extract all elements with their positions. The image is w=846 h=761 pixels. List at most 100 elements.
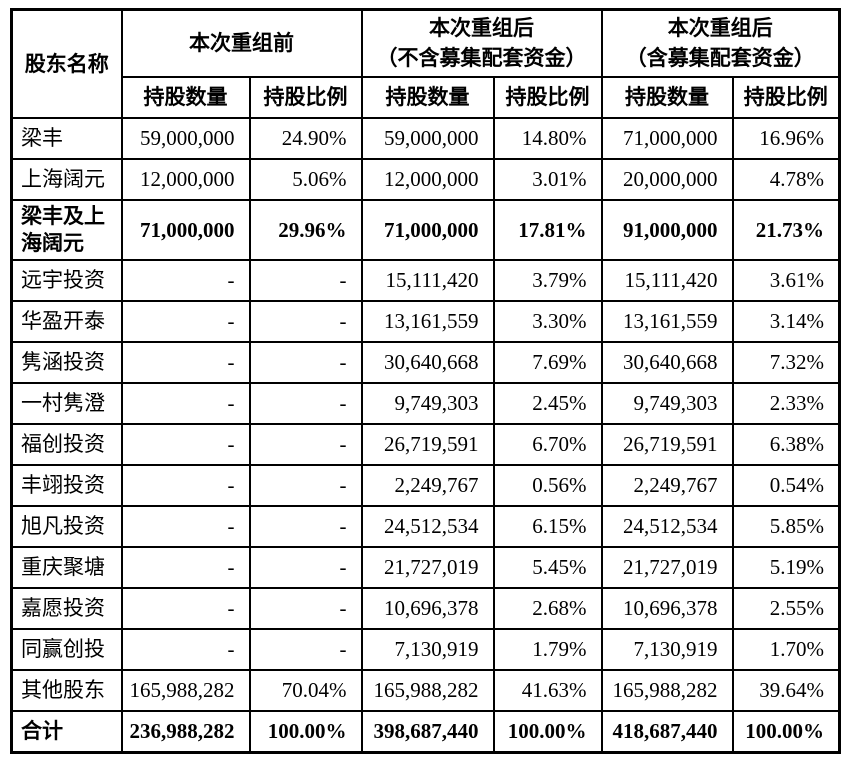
cell: 3.61% — [731, 259, 841, 303]
cell: 0.54% — [731, 464, 841, 508]
subheader-ratio-after-excl: 持股比例 — [492, 75, 603, 119]
cell: 418,687,440 — [600, 710, 734, 754]
cell: 9,749,303 — [600, 382, 734, 426]
shareholder-name-cell: 远宇投资 — [10, 259, 123, 303]
cell: - — [248, 382, 363, 426]
cell: 26,719,591 — [360, 423, 495, 467]
cell: - — [248, 259, 363, 303]
cell: 7.32% — [731, 341, 841, 385]
cell: 6.38% — [731, 423, 841, 467]
shareholder-name-cell: 华盈开泰 — [10, 300, 123, 344]
subheader-ratio-before: 持股比例 — [248, 75, 363, 119]
cell: 21,727,019 — [360, 546, 495, 590]
cell: 0.56% — [492, 464, 603, 508]
cell: 5.19% — [731, 546, 841, 590]
cell: - — [248, 628, 363, 672]
cell: 15,111,420 — [360, 259, 495, 303]
cell: 21.73% — [731, 198, 841, 262]
header-group-after-excl-line2: （不含募集配套资金） — [376, 46, 587, 71]
cell: - — [248, 300, 363, 344]
cell: 2,249,767 — [360, 464, 495, 508]
cell: 2.55% — [731, 587, 841, 631]
table-row: 上海阔元 12,000,000 5.06% 12,000,000 3.01% 2… — [10, 157, 841, 201]
shareholder-name-cell: 丰翊投资 — [10, 464, 123, 508]
cell: 3.79% — [492, 259, 603, 303]
cell: 6.15% — [492, 505, 603, 549]
cell: 5.06% — [248, 157, 363, 201]
subheader-quantity-after-incl: 持股数量 — [600, 75, 734, 119]
cell: - — [248, 464, 363, 508]
table-row-total: 合计 236,988,282 100.00% 398,687,440 100.0… — [10, 710, 841, 754]
table-row: 重庆聚塘 - - 21,727,019 5.45% 21,727,019 5.1… — [10, 546, 841, 590]
shareholder-name-cell: 福创投资 — [10, 423, 123, 467]
cell: 2.68% — [492, 587, 603, 631]
cell: 30,640,668 — [600, 341, 734, 385]
cell: 100.00% — [731, 710, 841, 754]
cell: 5.85% — [731, 505, 841, 549]
cell: 24,512,534 — [600, 505, 734, 549]
cell: - — [120, 464, 251, 508]
table-row: 隽涵投资 - - 30,640,668 7.69% 30,640,668 7.3… — [10, 341, 841, 385]
cell: 21,727,019 — [600, 546, 734, 590]
cell: 7,130,919 — [360, 628, 495, 672]
cell: 165,988,282 — [360, 669, 495, 713]
cell: - — [248, 587, 363, 631]
header-group-after-incl-line2: （含募集配套资金） — [625, 46, 815, 71]
cell: 24.90% — [248, 116, 363, 160]
header-sub-row: 持股数量 持股比例 持股数量 持股比例 持股数量 持股比例 — [12, 75, 841, 119]
shareholder-name-cell: 合计 — [10, 710, 123, 754]
cell: 39.64% — [731, 669, 841, 713]
cell: 10,696,378 — [360, 587, 495, 631]
cell: 5.45% — [492, 546, 603, 590]
cell: 70.04% — [248, 669, 363, 713]
cell: 165,988,282 — [120, 669, 251, 713]
header-group-after-excl: 本次重组后 （不含募集配套资金） — [360, 8, 603, 78]
cell: 71,000,000 — [600, 116, 734, 160]
cell: 7.69% — [492, 341, 603, 385]
cell: 15,111,420 — [600, 259, 734, 303]
cell: 91,000,000 — [600, 198, 734, 262]
cell: 12,000,000 — [120, 157, 251, 201]
table-row: 一村隽澄 - - 9,749,303 2.45% 9,749,303 2.33% — [10, 382, 841, 426]
cell: - — [120, 587, 251, 631]
cell: 30,640,668 — [360, 341, 495, 385]
header-group-before-line1: 本次重组前 — [189, 31, 294, 56]
cell: 2.45% — [492, 382, 603, 426]
shareholder-name-cell: 隽涵投资 — [10, 341, 123, 385]
cell: 14.80% — [492, 116, 603, 160]
cell: - — [248, 546, 363, 590]
cell: 7,130,919 — [600, 628, 734, 672]
subheader-quantity-after-excl: 持股数量 — [360, 75, 495, 119]
cell: 236,988,282 — [120, 710, 251, 754]
cell: 59,000,000 — [360, 116, 495, 160]
header-group-after-incl: 本次重组后 （含募集配套资金） — [600, 8, 841, 78]
table-row: 福创投资 - - 26,719,591 6.70% 26,719,591 6.3… — [10, 423, 841, 467]
cell: 6.70% — [492, 423, 603, 467]
cell: - — [120, 382, 251, 426]
header-shareholder-name: 股东名称 — [10, 8, 123, 119]
cell: 71,000,000 — [360, 198, 495, 262]
table-row-subtotal: 梁丰及上海阔元 71,000,000 29.96% 71,000,000 17.… — [10, 198, 841, 262]
cell: 59,000,000 — [120, 116, 251, 160]
cell: 10,696,378 — [600, 587, 734, 631]
cell: 2,249,767 — [600, 464, 734, 508]
cell: 13,161,559 — [600, 300, 734, 344]
table-row: 梁丰 59,000,000 24.90% 59,000,000 14.80% 7… — [10, 116, 841, 160]
header-group-after-incl-line1: 本次重组后 — [667, 16, 773, 40]
shareholder-name-cell: 一村隽澄 — [10, 382, 123, 426]
shareholder-name-cell: 梁丰 — [10, 116, 123, 160]
table-row: 华盈开泰 - - 13,161,559 3.30% 13,161,559 3.1… — [10, 300, 841, 344]
subheader-ratio-after-incl: 持股比例 — [731, 75, 841, 119]
cell: - — [120, 628, 251, 672]
cell: 9,749,303 — [360, 382, 495, 426]
table-row: 嘉愿投资 - - 10,696,378 2.68% 10,696,378 2.5… — [10, 587, 841, 631]
cell: 165,988,282 — [600, 669, 734, 713]
cell: 1.70% — [731, 628, 841, 672]
shareholder-name-cell: 同赢创投 — [10, 628, 123, 672]
table-row: 旭凡投资 - - 24,512,534 6.15% 24,512,534 5.8… — [10, 505, 841, 549]
cell: 41.63% — [492, 669, 603, 713]
shareholder-name-cell: 重庆聚塘 — [10, 546, 123, 590]
table-row: 丰翊投资 - - 2,249,767 0.56% 2,249,767 0.54% — [10, 464, 841, 508]
shareholder-name-cell: 上海阔元 — [10, 157, 123, 201]
cell: - — [120, 546, 251, 590]
